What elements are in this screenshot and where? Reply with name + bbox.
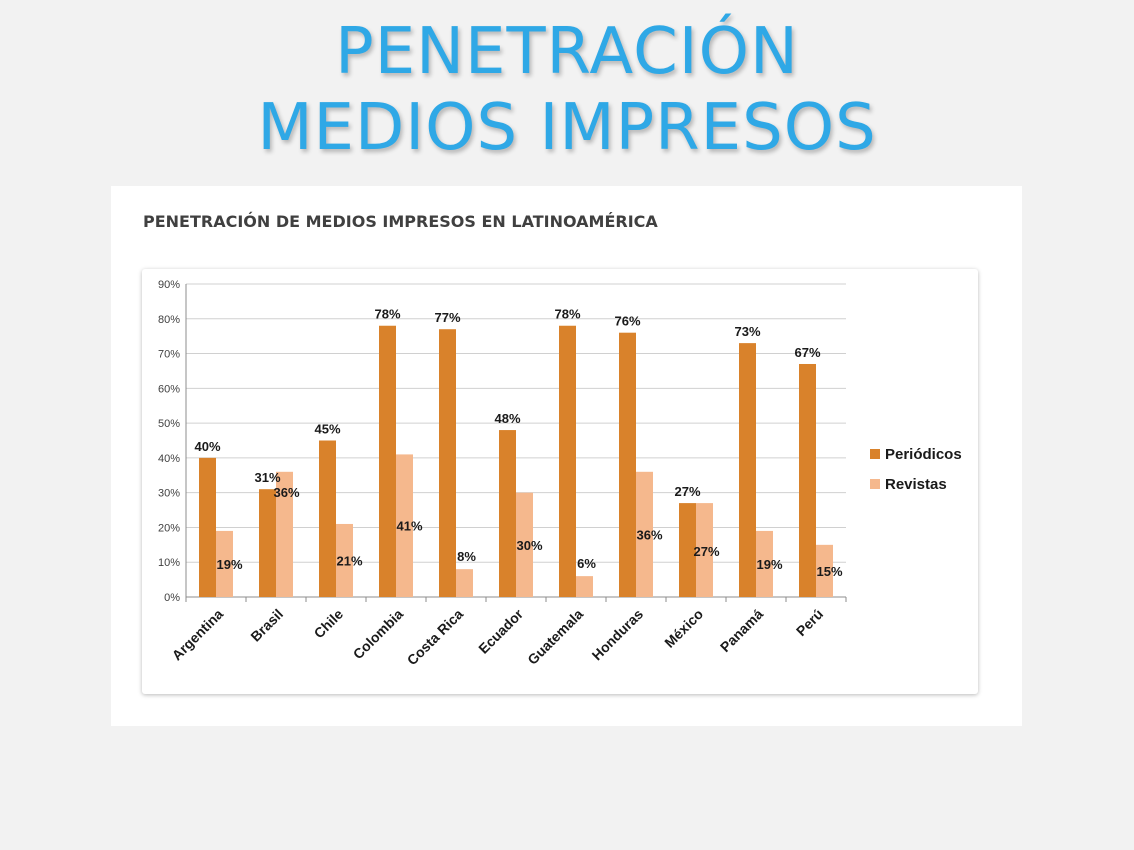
data-label-periodicos: 78%: [554, 307, 580, 322]
chart-title: PENETRACIÓN DE MEDIOS IMPRESOS EN LATINO…: [143, 212, 658, 231]
bar-revistas: [516, 492, 533, 597]
y-tick-label: 90%: [158, 279, 180, 291]
x-category-label: Chile: [311, 606, 347, 642]
bar-periodicos: [199, 457, 216, 597]
bar-periodicos: [499, 430, 516, 597]
y-tick-label: 40%: [158, 453, 180, 465]
x-category-label: México: [661, 606, 706, 651]
y-tick-label: 10%: [158, 557, 180, 569]
x-category-label: Ecuador: [475, 605, 526, 656]
x-category-label: Guatemala: [524, 606, 586, 668]
y-tick-label: 20%: [158, 522, 180, 534]
data-label-periodicos: 73%: [734, 324, 760, 339]
legend-label: Periódicos: [885, 446, 962, 463]
x-category-label: Brasil: [247, 606, 286, 645]
x-category-label: Costa Rica: [404, 606, 467, 669]
data-label-revistas: 27%: [693, 544, 719, 559]
y-tick-label: 50%: [158, 418, 180, 430]
bar-revistas: [636, 471, 653, 597]
data-label-revistas: 30%: [516, 538, 542, 553]
bar-revistas: [576, 576, 593, 597]
bar-periodicos: [319, 440, 336, 597]
data-label-revistas: 36%: [273, 485, 299, 500]
data-label-revistas: 36%: [636, 527, 662, 542]
y-tick-label: 70%: [158, 349, 180, 361]
bar-periodicos: [619, 332, 636, 597]
x-category-label: Perú: [793, 606, 826, 639]
chart-panel: PENETRACIÓN DE MEDIOS IMPRESOS EN LATINO…: [111, 186, 1022, 726]
legend-swatch: [870, 479, 880, 489]
legend-label: Revistas: [885, 476, 947, 493]
bar-revistas: [396, 454, 413, 597]
chart-card: 0% 10% 20% 30% 40% 50% 60% 70% 80% 90% 40% 19% Argen…: [142, 269, 978, 694]
bar-periodicos: [799, 363, 816, 597]
data-label-revistas: 41%: [396, 519, 422, 534]
data-label-revistas: 19%: [756, 557, 782, 572]
data-label-revistas: 19%: [216, 557, 242, 572]
bar-revistas: [336, 523, 353, 597]
data-label-revistas: 6%: [577, 556, 596, 571]
data-label-periodicos: 77%: [434, 310, 460, 325]
data-label-periodicos: 76%: [614, 314, 640, 329]
y-tick-label: 80%: [158, 314, 180, 326]
bar-chart: 0% 10% 20% 30% 40% 50% 60% 70% 80% 90% 40% 19% Argen…: [158, 279, 962, 669]
bar-revistas: [816, 544, 833, 597]
legend-swatch: [870, 449, 880, 459]
data-label-periodicos: 48%: [494, 411, 520, 426]
bar-periodicos: [559, 325, 576, 597]
bar-revistas: [456, 569, 473, 597]
data-label-periodicos: 40%: [194, 439, 220, 454]
x-category-label: Colombia: [350, 606, 407, 663]
data-label-periodicos: 27%: [674, 484, 700, 499]
data-label-revistas: 8%: [457, 549, 476, 564]
x-category-label: Argentina: [169, 606, 227, 664]
data-label-periodicos: 31%: [254, 470, 280, 485]
data-label-periodicos: 45%: [314, 422, 340, 437]
bar-periodicos: [739, 343, 756, 597]
y-tick-label: 30%: [158, 488, 180, 500]
bar-revistas: [696, 503, 713, 597]
slide-title-line-2: MEDIOS IMPRESOS: [257, 91, 877, 165]
slide-title: PENETRACIÓN MEDIOS IMPRESOS: [0, 14, 1134, 166]
bar-revistas: [276, 471, 293, 597]
data-label-periodicos: 67%: [794, 345, 820, 360]
data-label-revistas: 21%: [336, 553, 362, 568]
bar-periodicos: [379, 325, 396, 597]
x-category-label: Panamá: [717, 606, 766, 655]
data-label-revistas: 15%: [816, 564, 842, 579]
bar-periodicos: [439, 329, 456, 597]
y-tick-label: 60%: [158, 383, 180, 395]
data-label-periodicos: 78%: [374, 307, 400, 322]
bar-periodicos: [259, 489, 276, 597]
y-tick-label: 0%: [164, 592, 180, 604]
slide-title-line-1: PENETRACIÓN: [335, 15, 799, 89]
x-category-label: Honduras: [589, 606, 647, 664]
bar-revistas: [216, 530, 233, 597]
bar-revistas: [756, 530, 773, 597]
bar-periodicos: [679, 503, 696, 597]
